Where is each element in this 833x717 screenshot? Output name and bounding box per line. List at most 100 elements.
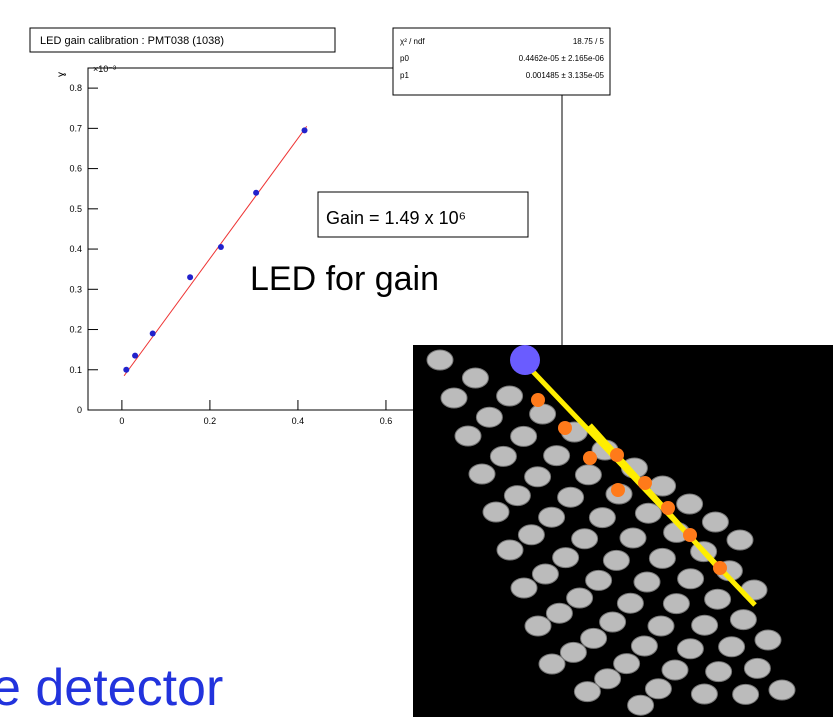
y-tick-label: 0.1 xyxy=(69,365,82,375)
pmt xyxy=(504,486,530,506)
pmt xyxy=(620,528,646,548)
pmt xyxy=(497,540,523,560)
pmt xyxy=(631,636,657,656)
pmt xyxy=(462,368,488,388)
chart-title: LED gain calibration : PMT038 (1038) xyxy=(40,35,224,47)
fit-line xyxy=(124,126,307,375)
pmt xyxy=(539,507,565,527)
pmt xyxy=(678,569,704,589)
hit-dot xyxy=(638,476,652,490)
pmt xyxy=(677,639,703,659)
y-tick-label: 0.4 xyxy=(69,244,82,254)
data-point xyxy=(218,244,224,250)
pmt xyxy=(455,426,481,446)
pmt xyxy=(553,548,579,568)
pmt xyxy=(648,616,674,636)
hit-dot xyxy=(583,451,597,465)
x-tick-label: 0 xyxy=(119,416,124,426)
y-tick-label: 0 xyxy=(77,405,82,415)
pmt xyxy=(532,564,558,584)
pmt xyxy=(560,642,586,662)
hit-dot xyxy=(610,448,624,462)
data-point xyxy=(123,367,129,373)
hit-dot xyxy=(531,393,545,407)
x-tick-label: 0.4 xyxy=(292,416,305,426)
pmt xyxy=(546,603,572,623)
pmt xyxy=(730,610,756,630)
stats-value: 0.001485 ± 3.135e-05 xyxy=(526,71,605,80)
pmt xyxy=(490,446,516,466)
hit-dot xyxy=(661,501,675,515)
y-tick-label: 0.7 xyxy=(69,123,82,133)
y-tick-label: 0.8 xyxy=(69,83,82,93)
data-point xyxy=(150,331,156,337)
pmt xyxy=(692,615,718,635)
data-point xyxy=(302,127,308,133)
data-point xyxy=(132,353,138,359)
hit-dot xyxy=(558,421,572,435)
pmt xyxy=(677,494,703,514)
plot: LED gain calibration : PMT038 (1038) ×10… xyxy=(0,0,833,717)
stats-value: 0.4462e-05 ± 2.165e-06 xyxy=(519,54,605,63)
pmt xyxy=(518,525,544,545)
y-tick-label: 0.2 xyxy=(69,325,82,335)
pmt xyxy=(525,616,551,636)
heading: LED for gain xyxy=(250,260,439,298)
pmt xyxy=(558,487,584,507)
footer-text: e detector xyxy=(0,659,223,717)
vertex xyxy=(510,345,540,375)
pmt xyxy=(706,662,732,682)
stats-value: 18.75 / 5 xyxy=(573,37,605,46)
y-tick-label: 0.5 xyxy=(69,204,82,214)
pmt xyxy=(617,593,643,613)
hit-dot xyxy=(611,483,625,497)
pmt xyxy=(441,388,467,408)
pmt xyxy=(662,660,688,680)
x-tick-label: 0.6 xyxy=(380,416,393,426)
pmt xyxy=(769,680,795,700)
pmt xyxy=(589,508,615,528)
pmt xyxy=(539,654,565,674)
x-tick-label: 0.2 xyxy=(204,416,217,426)
hit-dot xyxy=(713,561,727,575)
pmt xyxy=(645,679,671,699)
pmt xyxy=(744,658,770,678)
y-tick-label: 0.3 xyxy=(69,284,82,294)
pmt xyxy=(469,464,495,484)
y-tick-label: 0.6 xyxy=(69,164,82,174)
hit-dot xyxy=(683,528,697,542)
pmt xyxy=(649,548,675,568)
pmt xyxy=(603,550,629,570)
pmt xyxy=(525,467,551,487)
gain-label: Gain = 1.49 x 10⁶ xyxy=(326,208,466,228)
pmt xyxy=(628,695,654,715)
pmt xyxy=(427,350,453,370)
pmt xyxy=(511,426,537,446)
pmt xyxy=(614,654,640,674)
pmt xyxy=(572,529,598,549)
y-multiplier: ×10⁻³ xyxy=(93,64,116,74)
pmt xyxy=(705,589,731,609)
pmt xyxy=(581,628,607,648)
pmt xyxy=(719,637,745,657)
stats-name: p0 xyxy=(400,54,409,63)
pmt xyxy=(574,682,600,702)
pmt xyxy=(567,588,593,608)
stats-name: p1 xyxy=(400,71,409,80)
pmt xyxy=(663,594,689,614)
pmt xyxy=(635,503,661,523)
pmt xyxy=(511,578,537,598)
pmt xyxy=(755,630,781,650)
pmt xyxy=(497,386,523,406)
pmt xyxy=(727,530,753,550)
pmt xyxy=(733,684,759,704)
pmt xyxy=(634,572,660,592)
pmt xyxy=(483,502,509,522)
pmt xyxy=(691,684,717,704)
pmt xyxy=(530,404,556,424)
pmt xyxy=(575,465,601,485)
pmt xyxy=(702,512,728,532)
pmt xyxy=(586,570,612,590)
pmt xyxy=(544,446,570,466)
slide: LED gain calibration : PMT038 (1038) ×10… xyxy=(0,0,833,717)
